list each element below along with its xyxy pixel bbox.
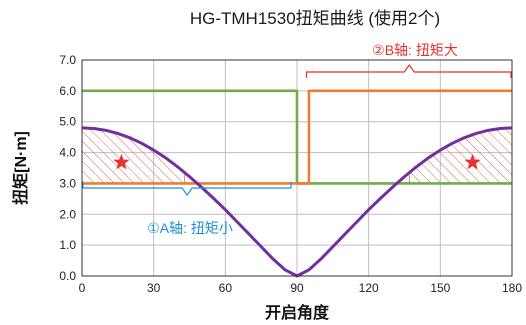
- x-tick-label: 60: [219, 281, 233, 295]
- x-tick-label: 150: [430, 281, 450, 295]
- chart-title: HG-TMH1530扭矩曲线 (使用2个): [190, 8, 440, 28]
- y-tick-label: 1.0: [59, 238, 76, 252]
- a-axis-brace: [82, 182, 292, 197]
- y-tick-label: 3.0: [59, 176, 76, 190]
- hatch-region-left: [82, 127, 186, 184]
- star-icon-left: [113, 153, 130, 170]
- b-axis-brace: [305, 63, 512, 78]
- y-axis-label: 扭矩[N·m]: [11, 131, 30, 205]
- x-tick-label: 0: [79, 281, 86, 295]
- y-tick-label: 4.0: [59, 146, 76, 160]
- hatch-region-right: [408, 127, 512, 184]
- annotations: ①A轴: 扭矩小 ②B轴: 扭矩大: [82, 42, 512, 236]
- x-axis-label: 开启角度: [265, 303, 330, 322]
- orange-torque-line: [82, 89, 512, 185]
- y-tick-label: 2.0: [59, 207, 76, 221]
- a-axis-annotation: ①A轴: 扭矩小: [147, 220, 233, 236]
- y-tick-label: 0.0: [59, 269, 76, 283]
- green-torque-line: [82, 89, 512, 185]
- tick-labels: 0.0 1.0 2.0 3.0 4.0 5.0 6.0 7.0 0 30 60 90 120 150 180: [59, 53, 522, 295]
- y-tick-label: 5.0: [59, 115, 76, 129]
- x-tick-label: 120: [359, 281, 379, 295]
- plot-frame: [81, 59, 513, 277]
- y-tick-label: 6.0: [59, 84, 76, 98]
- x-tick-label: 180: [502, 281, 522, 295]
- x-tick-label: 90: [290, 281, 304, 295]
- star-icon-right: [464, 153, 481, 170]
- b-axis-annotation: ②B轴: 扭矩大: [372, 42, 458, 58]
- x-tick-label: 30: [147, 281, 161, 295]
- y-tick-label: 7.0: [59, 53, 76, 67]
